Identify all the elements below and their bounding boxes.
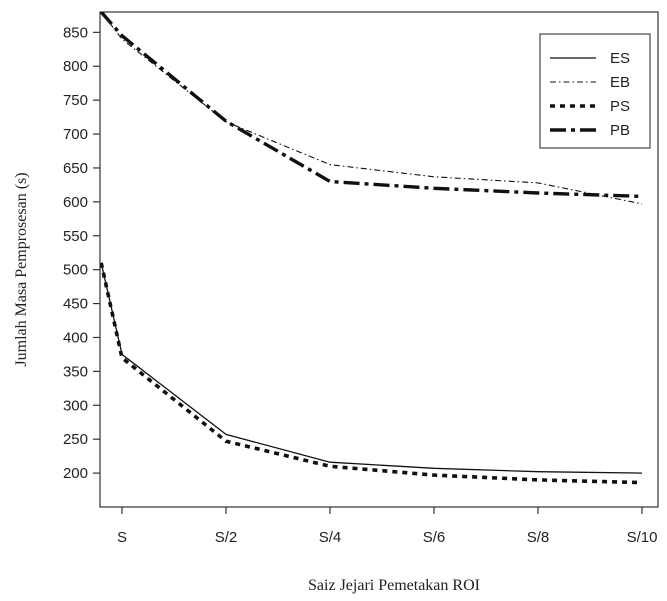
x-tick-label: S/8 (527, 529, 550, 546)
series-line-es (100, 262, 643, 474)
y-tick-label: 250 (63, 431, 88, 448)
x-tick-label: S (117, 529, 127, 546)
legend: ES EB PS PB (539, 33, 651, 149)
legend-label-es: ES (610, 50, 630, 67)
series-line-ps (100, 262, 643, 485)
y-tick-label: 850 (63, 24, 88, 41)
y-tick-label: 450 (63, 296, 88, 313)
legend-label-pb: PB (610, 122, 630, 139)
y-tick-label: 400 (63, 329, 88, 346)
series-layer (100, 12, 643, 485)
y-axis: 200 250 300 350 400 450 500 550 600 650 700 750 800 8… (63, 24, 100, 482)
legend-label-eb: EB (610, 74, 630, 91)
x-tick-label: S/10 (627, 529, 658, 546)
x-tick-label: S/4 (319, 529, 342, 546)
y-tick-label: 300 (63, 397, 88, 414)
y-tick-label: 500 (63, 262, 88, 279)
y-tick-label: 800 (63, 58, 88, 75)
x-tick-label: S/2 (215, 529, 238, 546)
legend-label-ps: PS (610, 98, 630, 115)
plot-frame (99, 11, 659, 508)
series-line-eb (100, 12, 643, 205)
y-tick-label: 700 (63, 126, 88, 143)
y-tick-label: 550 (63, 228, 88, 245)
x-tick-label: S/6 (423, 529, 446, 546)
y-tick-label: 600 (63, 194, 88, 211)
y-axis-title: Jumlah Masa Pemprosesan (s) (13, 172, 30, 366)
series-line-pb (100, 12, 643, 199)
y-tick-label: 750 (63, 92, 88, 109)
y-tick-label: 350 (63, 363, 88, 380)
y-tick-label: 200 (63, 465, 88, 482)
y-tick-label: 650 (63, 160, 88, 177)
x-axis-title: Saiz Jejari Pemetakan ROI (308, 577, 480, 594)
x-axis: S S/2 S/4 S/6 S/8 S/10 (117, 507, 657, 546)
